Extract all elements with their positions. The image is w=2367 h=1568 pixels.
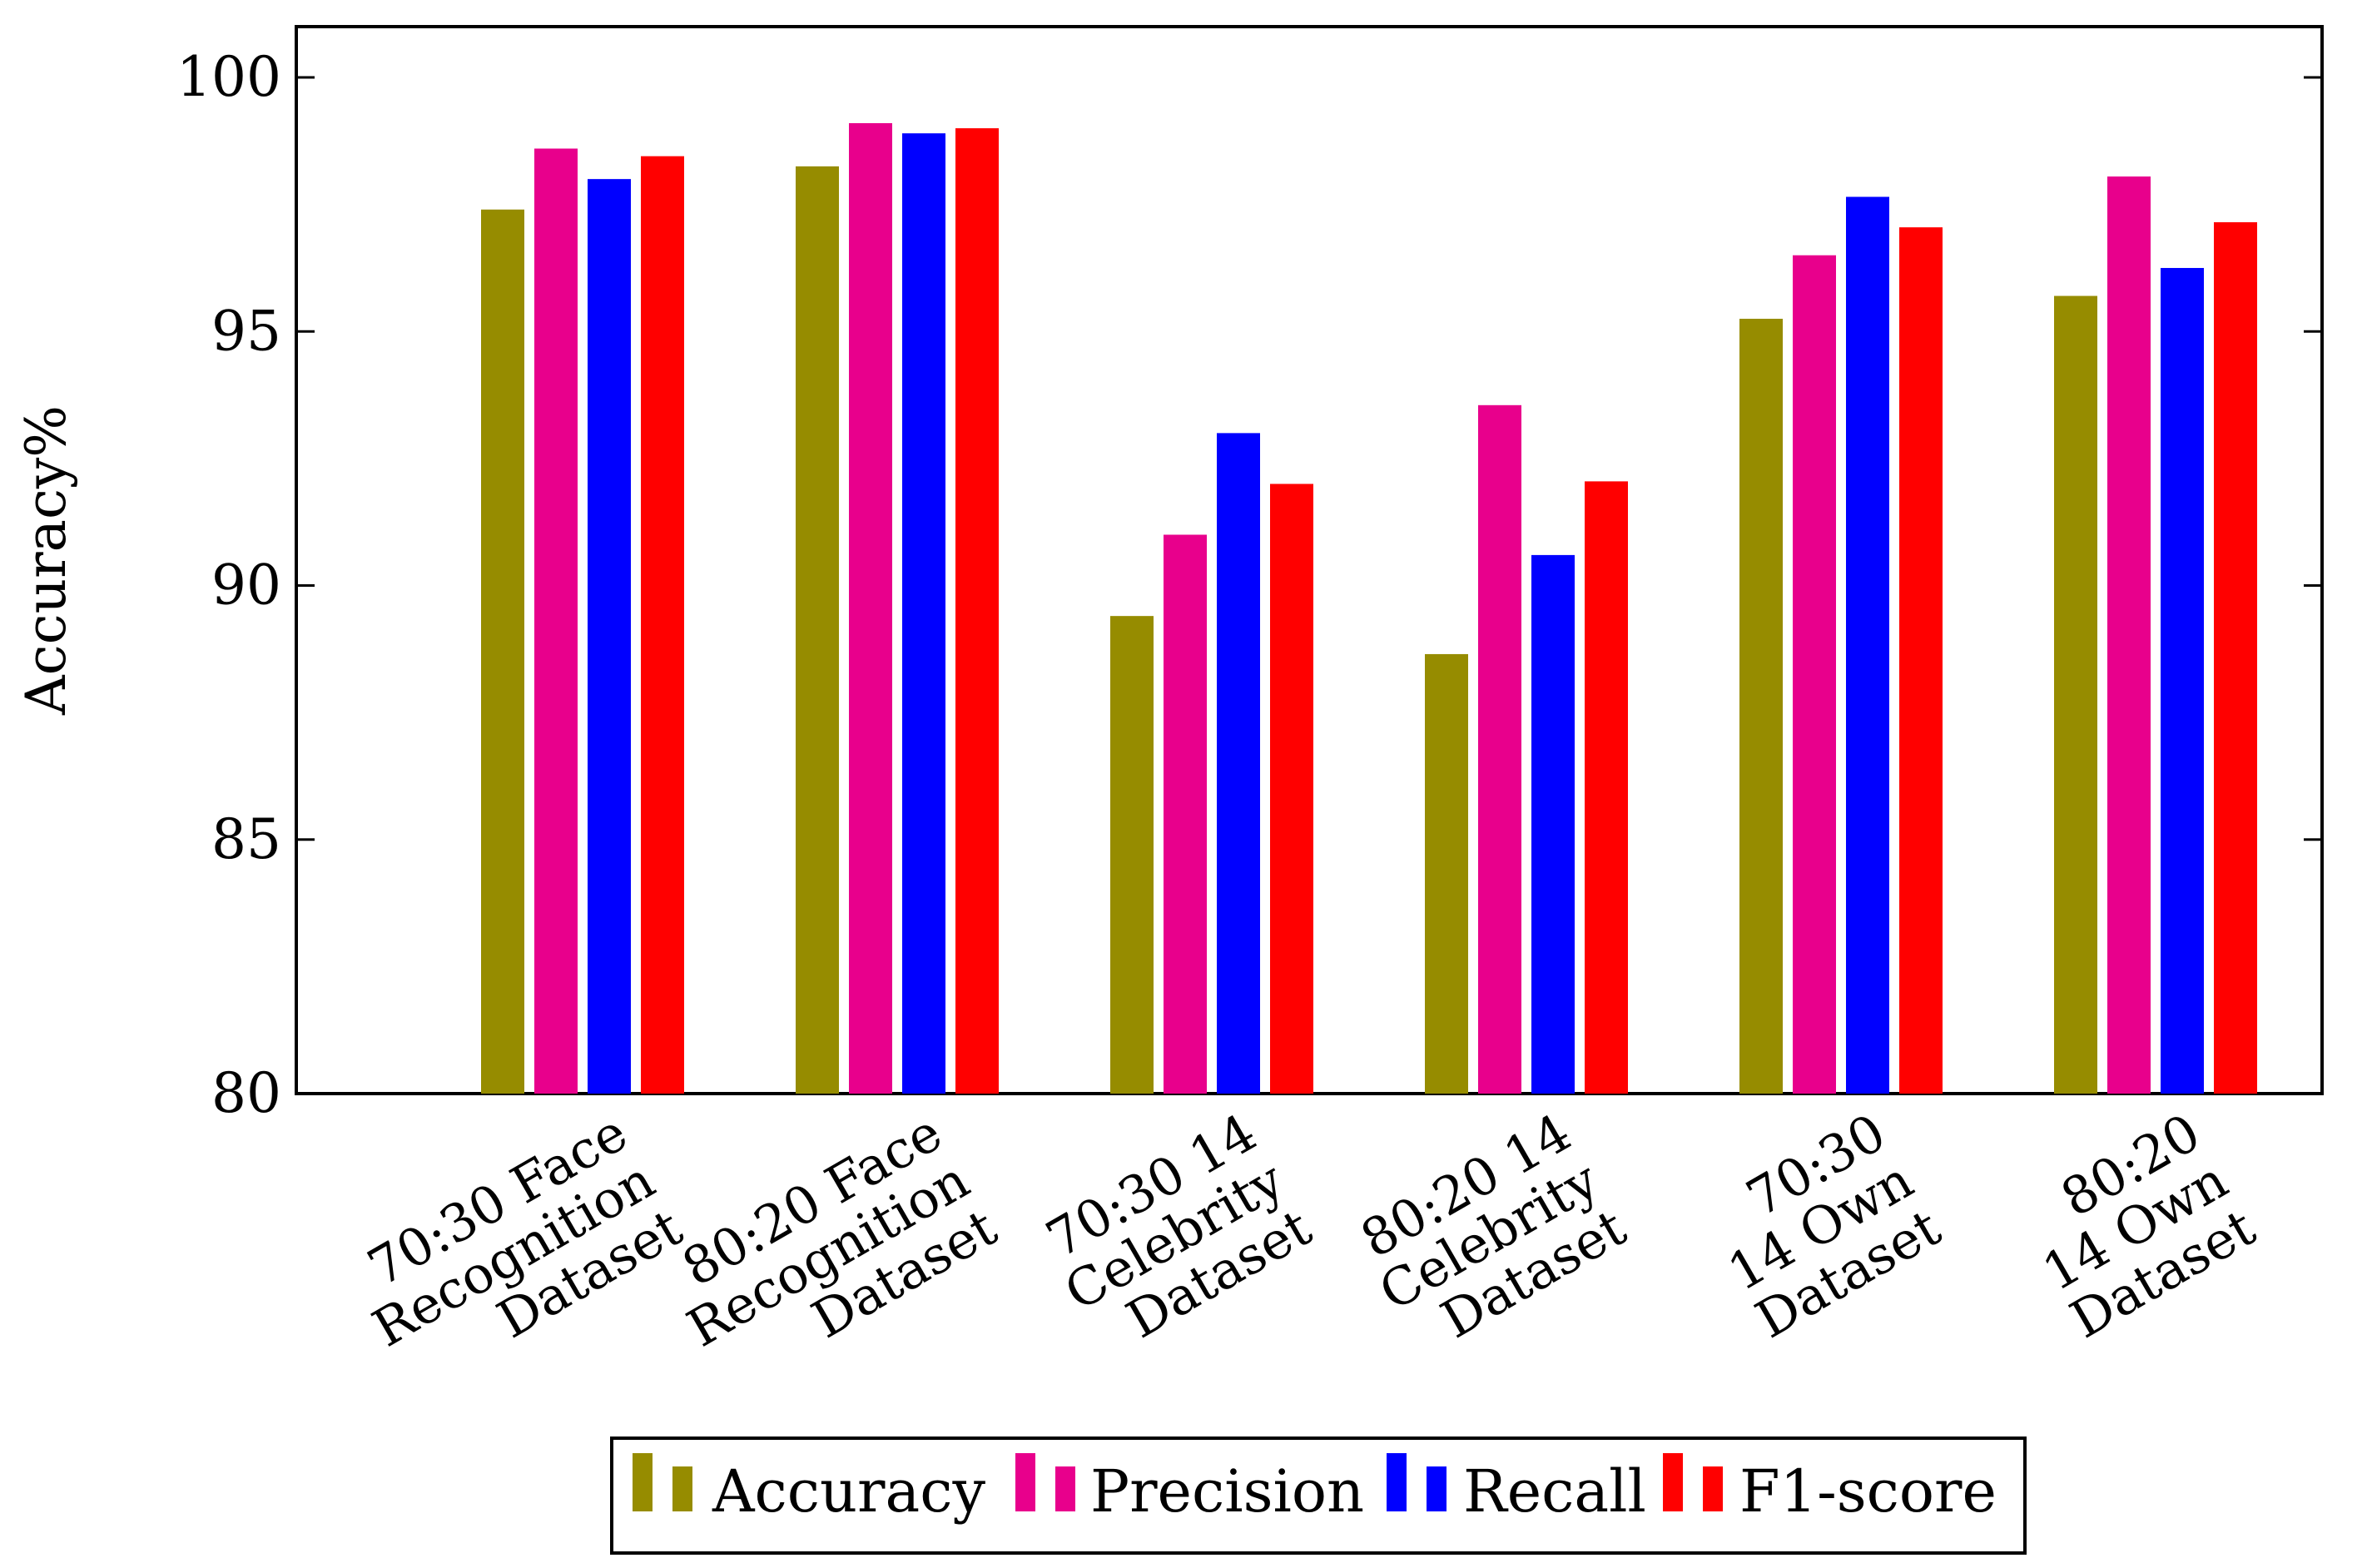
bar-accuracy — [1739, 319, 1783, 1094]
x-tick-label: 80:20 FaceRecognitionDataset — [650, 1102, 1007, 1407]
legend-swatch — [1387, 1453, 1407, 1511]
bars — [481, 122, 2257, 1094]
y-axis-ticks: 80 85 90 95 100 — [176, 45, 2322, 1125]
x-tick-label: 70:30 14CelebrityDataset — [1027, 1102, 1321, 1370]
legend-swatch — [633, 1453, 653, 1511]
x-tick-label: 70:30 FaceRecognitionDataset — [335, 1102, 692, 1407]
bar-accuracy — [1110, 616, 1154, 1094]
y-tick-label: 90 — [211, 553, 281, 618]
legend-swatch — [1055, 1466, 1075, 1511]
bar-recall — [588, 179, 631, 1094]
legend-swatch — [1703, 1466, 1723, 1511]
bar-recall — [1531, 554, 1575, 1094]
bar-f1-score — [1899, 227, 1943, 1094]
bar-accuracy — [1425, 653, 1468, 1094]
legend-label: F1-score — [1739, 1457, 1997, 1526]
bar-recall — [1846, 196, 1889, 1094]
y-tick-label: 80 — [211, 1061, 281, 1125]
legend-label: Precision — [1090, 1457, 1364, 1526]
bar-accuracy — [481, 209, 524, 1094]
y-tick-label: 85 — [211, 807, 281, 871]
bar-precision — [1793, 255, 1836, 1094]
legend-swatch — [1427, 1466, 1446, 1511]
legend-swatch — [672, 1466, 692, 1511]
bar-recall — [2161, 267, 2204, 1094]
bar-f1-score — [1585, 481, 1628, 1094]
bar-precision — [1164, 534, 1207, 1094]
y-axis-label: Accuracy% — [14, 405, 78, 716]
y-tick-label: 95 — [211, 299, 281, 363]
x-tick-label: 80:2014 OwnDataset — [2005, 1102, 2265, 1351]
bar-accuracy — [2054, 295, 2097, 1094]
bar-precision — [534, 148, 578, 1094]
legend-label: Accuracy — [712, 1457, 985, 1526]
bar-f1-score — [1270, 484, 1313, 1094]
legend-swatch — [1663, 1453, 1683, 1511]
bar-f1-score — [641, 156, 684, 1094]
bar-precision — [849, 122, 892, 1094]
bar-f1-score — [2214, 222, 2257, 1094]
legend-swatch — [1015, 1453, 1035, 1511]
legend-box — [610, 1437, 2027, 1555]
bar-accuracy — [796, 166, 839, 1094]
legend-label: Recall — [1463, 1457, 1646, 1526]
bar-precision — [1478, 404, 1521, 1094]
y-tick-label: 100 — [176, 45, 281, 109]
bar-precision — [2107, 176, 2151, 1094]
x-tick-label: 80:20 14CelebrityDataset — [1342, 1102, 1635, 1370]
x-tick-label: 70:3014 OwnDataset — [1690, 1102, 1951, 1351]
bar-recall — [902, 133, 945, 1094]
legend: Accuracy Precision Recall F1-score — [610, 1437, 2027, 1555]
bar-f1-score — [955, 128, 999, 1094]
bar-recall — [1217, 433, 1260, 1094]
